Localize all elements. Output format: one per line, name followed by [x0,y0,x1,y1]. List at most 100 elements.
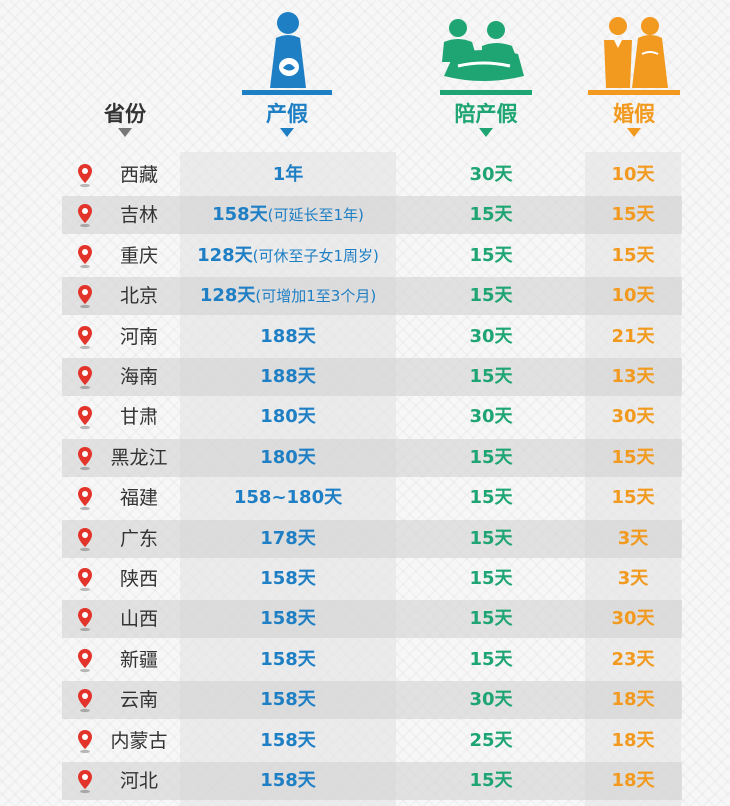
province-header: 省份 [104,102,146,126]
marriage-leave-cell: 15天 [611,446,655,468]
paternity-leave-cell: 15天 [469,487,513,509]
pregnant-woman-icon [270,12,306,88]
table-row: 甘肃 180天 30天 30天 [62,398,682,436]
marriage-leave-cell: 18天 [611,770,655,791]
province-header-arrow-icon [118,128,132,137]
table-row: 陕西 158天 15天 3天 [62,560,682,598]
marriage-leave-cell: 3天 [617,568,649,589]
province-name: 河北 [119,770,158,792]
maternity-leave-cell: 158天 [180,641,396,679]
province-name: 吉林 [119,204,158,227]
marriage-leave-cell: 23天 [611,648,655,670]
table-row: 西藏 1年 30天 10天 [62,156,682,194]
table-row: 广东 178天 15天 3天 [62,519,682,558]
table-row: 河南 188天 30天 21天 [62,318,682,356]
maternity-leave-value: 158天 [212,204,268,226]
marriage-leave-cell: 3天 [617,527,649,549]
location-pin-icon [78,325,92,349]
father-baby-icon [442,19,524,81]
maternity-leave-cell: 188天 [180,358,396,396]
maternity-leave-note: (可延长至1年) [267,206,364,225]
location-pin-icon [78,527,92,551]
paternity-leave-cell: 15天 [469,366,513,387]
maternity-leave-value: 180天 [260,446,316,468]
maternity-leave-cell: 158天 [180,762,396,800]
maternity-header: 产假 [266,102,308,126]
province-name: 福建 [119,487,158,510]
paternity-leave-cell: 30天 [469,325,513,347]
location-pin-icon [78,568,92,592]
marriage-leave-cell: 18天 [611,689,655,711]
maternity-leave-value: 158天 [260,608,316,630]
maternity-leave-note: (可休至子女1周岁) [252,246,379,265]
province-name: 新疆 [119,648,158,671]
location-pin-icon [78,164,92,188]
location-pin-icon [78,689,92,713]
table-row: 河北 158天 15天 18天 [62,762,682,800]
location-pin-icon [78,244,92,268]
province-name: 海南 [119,366,158,388]
maternity-leave-value: 158天 [260,729,316,751]
province-name: 山西 [119,608,158,631]
paternity-leave-cell: 15天 [469,608,513,630]
maternity-leave-cell: 158天 [180,722,396,760]
paternity-leave-cell: 15天 [469,204,513,226]
paternity-leave-cell: 30天 [469,164,513,185]
marriage-header-bar [588,90,680,95]
paternity-header-arrow-icon [479,128,493,137]
maternity-header-bar [242,90,332,95]
marriage-leave-cell: 21天 [611,325,655,347]
province-name: 内蒙古 [110,729,168,752]
location-pin-icon [78,648,92,672]
location-pin-icon [78,366,92,390]
province-name: 甘肃 [119,406,158,429]
table-row: 北京 128天(可增加1至3个月) 15天 10天 [62,277,682,316]
location-pin-icon [78,406,92,430]
paternity-header: 陪产假 [454,102,518,126]
maternity-leave-cell: 128天(可休至子女1周岁) [180,237,396,275]
maternity-leave-value: 128天 [197,244,253,266]
province-name: 黑龙江 [110,446,168,469]
marriage-leave-cell: 15天 [611,244,655,266]
paternity-leave-cell: 25天 [469,729,513,751]
marriage-header: 婚假 [613,102,655,126]
maternity-leave-cell: 188天 [180,318,396,356]
location-pin-icon [78,487,92,511]
province-name: 陕西 [119,568,158,590]
marriage-leave-cell: 15天 [611,204,655,226]
location-pin-icon [78,285,92,309]
maternity-leave-value: 158天 [260,568,316,589]
maternity-leave-value: 1年 [272,164,304,185]
province-name: 云南 [119,689,158,712]
paternity-leave-cell: 15天 [469,285,513,307]
maternity-leave-note: (可增加1至3个月) [255,287,377,306]
province-name: 北京 [119,285,158,308]
paternity-leave-cell: 15天 [469,568,513,589]
maternity-leave-cell: 158天 [180,681,396,719]
marriage-leave-cell: 13天 [611,366,655,387]
table-row: 山西 158天 15天 30天 [62,600,682,639]
maternity-leave-cell: 158天 [180,560,396,598]
paternity-leave-cell: 15天 [469,770,513,791]
marriage-leave-cell: 30天 [611,608,655,630]
bride-groom-icon [604,17,668,88]
location-pin-icon [78,446,92,470]
table-row: 内蒙古 158天 25天 18天 [62,722,682,760]
paternity-leave-cell: 15天 [469,446,513,468]
province-name: 广东 [119,527,158,550]
table-row: 新疆 158天 15天 23天 [62,641,682,679]
location-pin-icon [78,770,92,794]
marriage-leave-cell: 18天 [611,729,655,751]
maternity-leave-cell: 158天 [180,600,396,638]
marriage-leave-cell: 30天 [611,406,655,428]
paternity-header-bar [440,90,532,95]
maternity-leave-cell: 180天 [180,439,396,477]
maternity-leave-value: 180天 [260,406,316,428]
location-pin-icon [78,204,92,228]
province-name: 重庆 [119,244,158,267]
table-row: 吉林 158天(可延长至1年) 15天 15天 [62,196,682,235]
marriage-leave-cell: 10天 [611,285,655,307]
maternity-leave-value: 188天 [260,325,316,347]
location-pin-icon [78,608,92,632]
table-row: 海南 188天 15天 13天 [62,358,682,396]
